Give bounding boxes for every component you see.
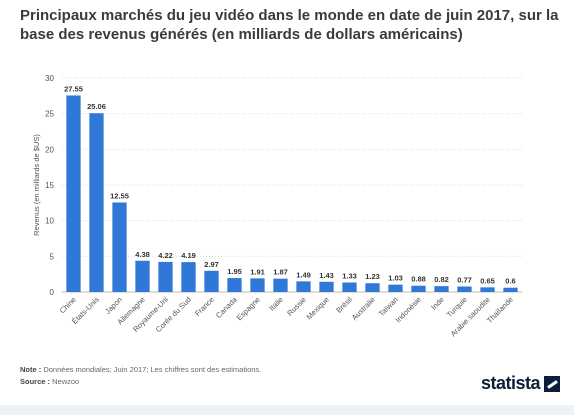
note-line: Note : Données mondiales; Juin 2017; Les… [20,364,261,376]
bar [273,278,288,292]
chart-title: Principaux marchés du jeu vidéo dans le … [20,7,559,43]
y-tick-label: 25 [45,110,54,119]
y-tick-label: 20 [45,145,54,154]
data-label: 12.55 [110,191,129,200]
brand-name: statista [480,373,541,393]
bar [434,286,449,292]
data-label: 0.88 [411,275,426,284]
bar [388,284,403,292]
x-tick-label: Mexique [304,295,330,321]
data-label: 4.38 [135,250,150,259]
y-tick-label: 0 [50,288,55,297]
bar [204,270,219,292]
bar [503,287,518,292]
bar [158,261,173,292]
data-label: 0.77 [457,276,472,285]
statista-logo-icon [544,375,560,392]
data-label: 1.33 [342,272,357,281]
note-label: Note : [20,365,42,374]
data-label: 1.49 [296,270,311,279]
x-tick-label: Australie [350,295,377,322]
source-text: Newzoo [52,377,80,386]
data-label: 1.87 [273,268,288,277]
x-tick-label: Brésil [334,295,354,315]
bar [181,262,196,292]
bar [319,281,334,292]
footer-bar [0,405,574,415]
data-label: 2.97 [204,260,219,269]
note-text: Données mondiales; Juin 2017; Les chiffr… [43,365,262,374]
y-tick-label: 10 [45,217,54,226]
x-tick-label: Chine [58,295,78,315]
x-tick-label: Inde [429,295,446,312]
data-label: 1.03 [388,274,403,283]
data-label: 27.55 [64,84,83,93]
bar [480,287,495,292]
data-label: 1.43 [319,271,334,280]
x-tick-label: Japon [103,295,124,316]
x-tick-label: France [193,295,216,318]
bar [457,286,472,292]
y-tick-label: 15 [45,181,54,190]
bar [89,113,104,292]
chart-note: Note : Données mondiales; Juin 2017; Les… [20,364,261,388]
bar [250,278,265,292]
data-label: 0.6 [505,277,515,286]
bar [66,95,81,292]
data-label: 1.91 [250,267,265,276]
bar [135,260,150,292]
y-tick-label: 30 [45,74,54,83]
bar [411,285,426,292]
source-label: Source : [20,377,51,386]
y-axis-label: Revenus (en milliards de $US) [32,134,41,236]
data-label: 1.23 [365,272,380,281]
x-tick-label: Espagne [235,295,262,322]
data-label: 4.19 [181,251,196,260]
bar [365,283,380,292]
data-label: 4.22 [158,251,173,260]
data-label: 25.06 [87,102,106,111]
x-tick-label: Italie [267,295,285,313]
statista-logo: statista [481,373,560,394]
bar [227,278,242,292]
data-label: 1.95 [227,267,242,276]
data-label: 0.65 [480,276,495,285]
y-tick-label: 5 [50,252,55,261]
data-label: 0.82 [434,275,449,284]
bar [342,282,357,292]
bar [296,281,311,292]
source-line: Source : Newzoo [20,376,261,388]
bar [112,202,127,292]
